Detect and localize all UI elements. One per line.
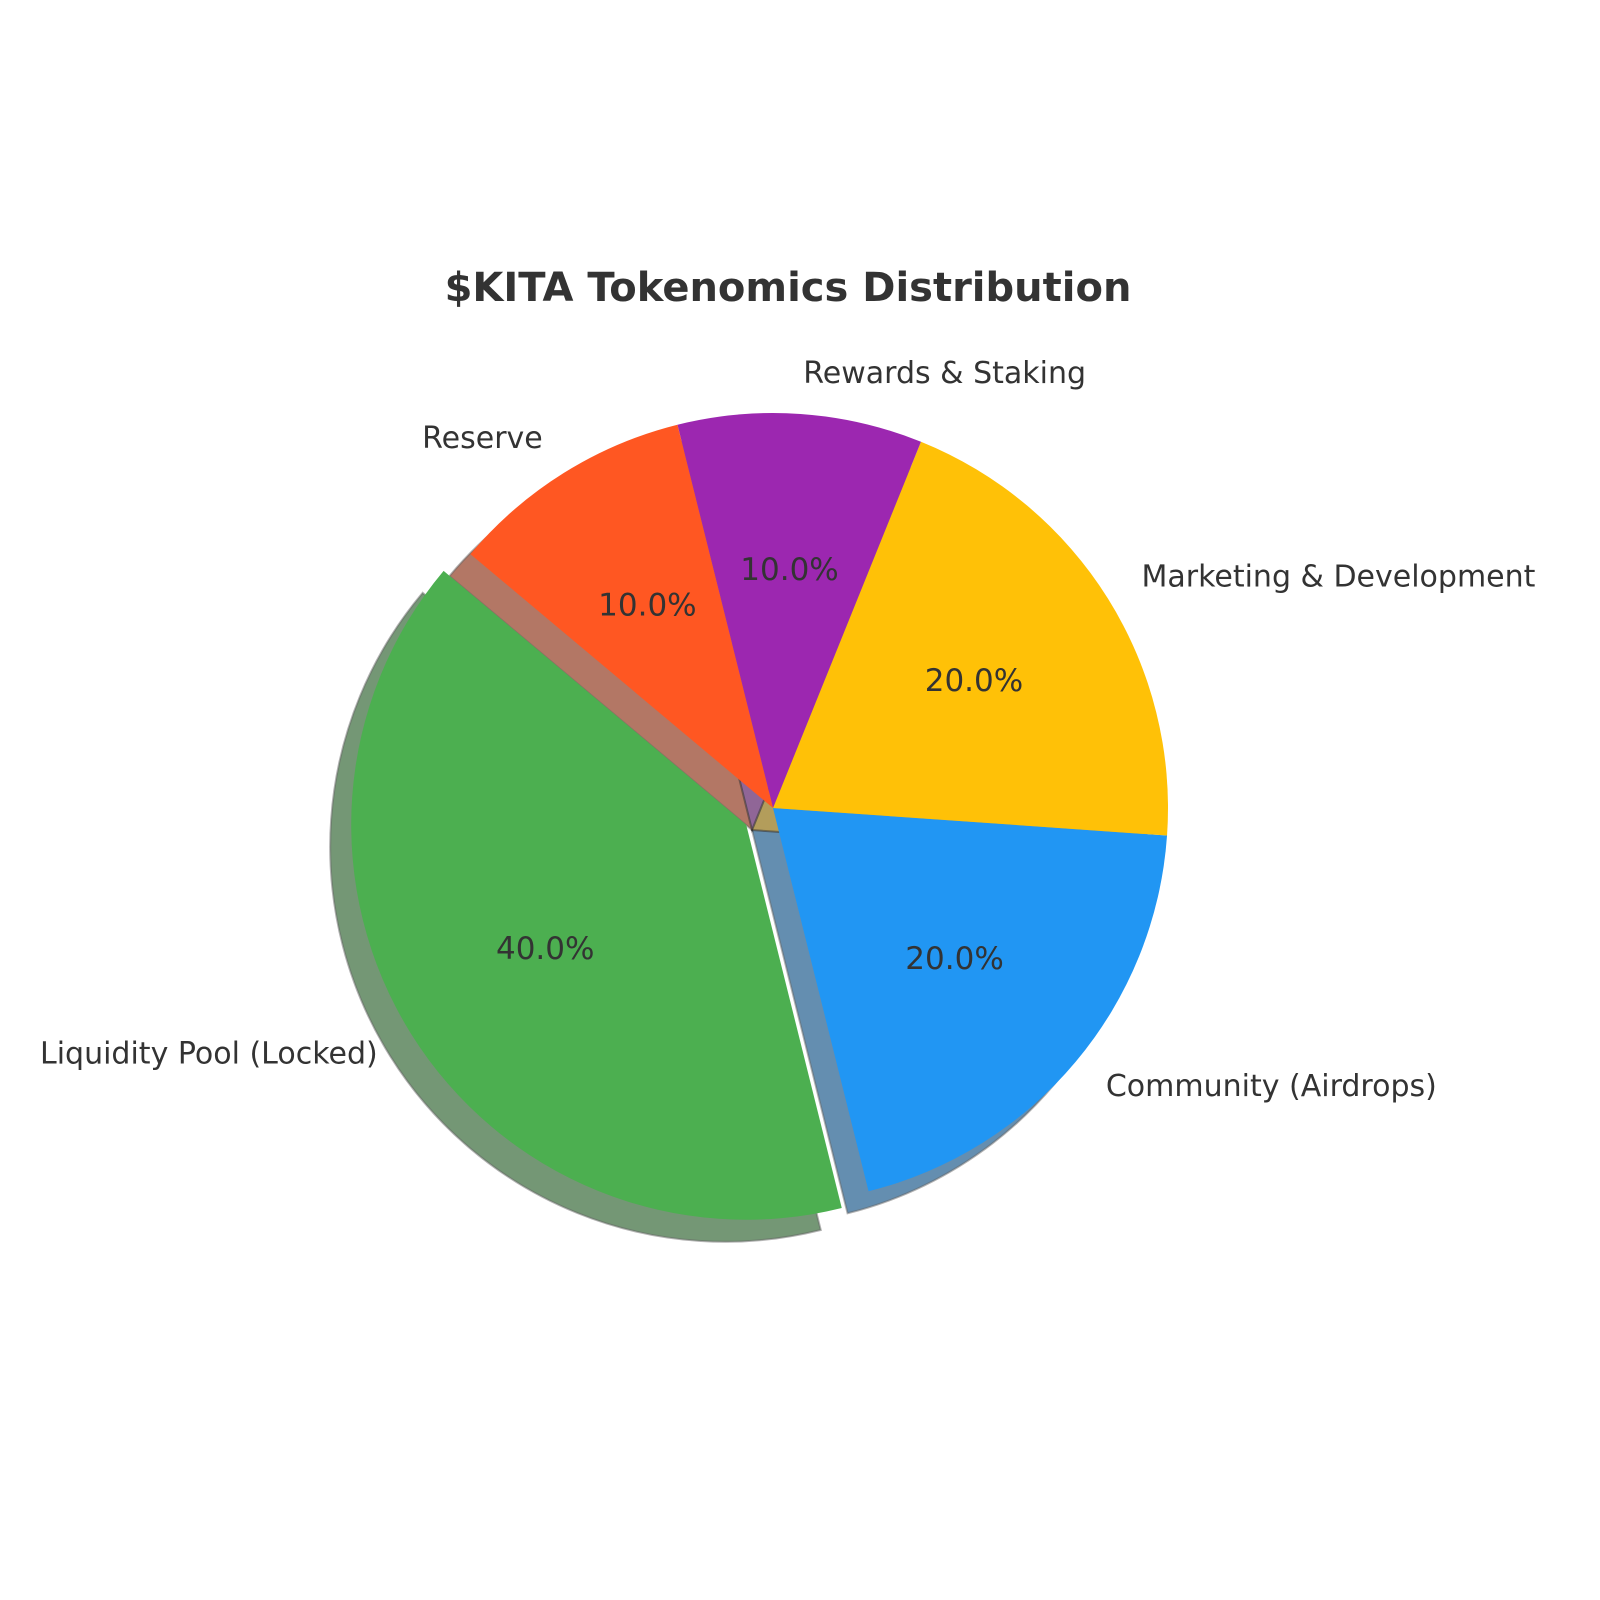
- wedge: [773, 808, 1168, 1192]
- value-label: 40.0%: [496, 931, 594, 967]
- value-label: 10.0%: [740, 552, 838, 588]
- category-label: Marketing & Development: [1141, 559, 1535, 594]
- labels: Liquidity Pool (Locked) 40.0% Community (A…: [40, 356, 1536, 1104]
- wedge: [351, 570, 842, 1220]
- category-label: Reserve: [422, 421, 543, 456]
- category-label: Rewards & Staking: [803, 356, 1086, 391]
- category-label: Community (Airdrops): [1106, 1069, 1437, 1104]
- wedge: [470, 424, 773, 808]
- wedge: [677, 413, 921, 808]
- category-label: Liquidity Pool (Locked): [40, 1036, 378, 1071]
- value-label: 20.0%: [925, 663, 1023, 699]
- value-label: 10.0%: [598, 588, 696, 624]
- wedge: [773, 441, 1168, 836]
- chart-title: $KITA Tokenomics Distribution: [445, 265, 1132, 311]
- value-label: 20.0%: [905, 941, 1003, 977]
- wedges: [351, 413, 1168, 1220]
